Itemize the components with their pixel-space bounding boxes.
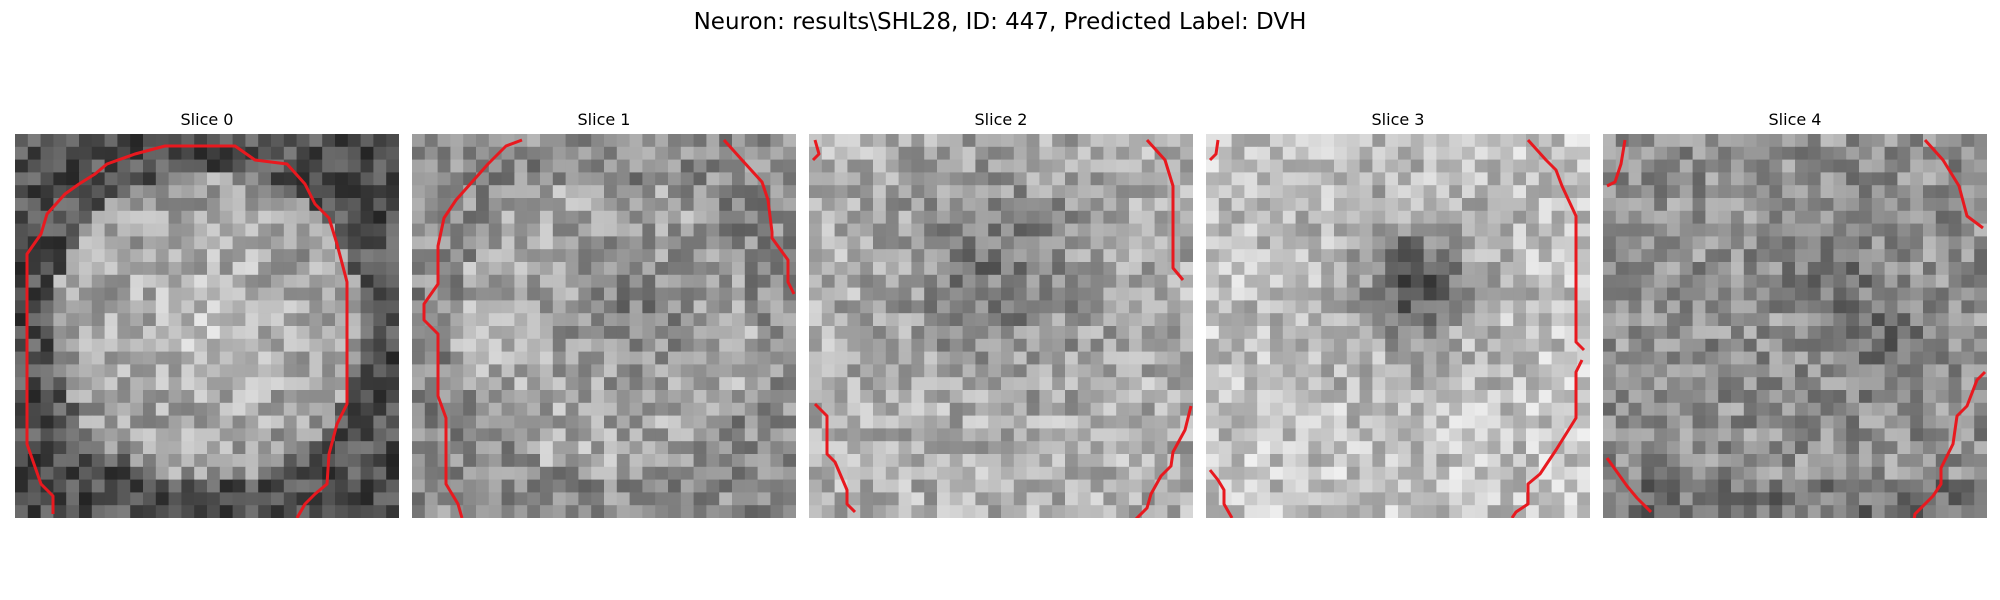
- slice-title: Slice 4: [1768, 110, 1822, 129]
- contour-line: [1510, 359, 1584, 518]
- contour-line: [422, 138, 523, 518]
- slice-title: Slice 2: [974, 110, 1028, 129]
- contour-line: [25, 144, 349, 518]
- pixel-texture: [15, 134, 399, 518]
- slice-image: [15, 134, 399, 518]
- contour-line: [1208, 139, 1220, 162]
- slice-image: [1603, 134, 1987, 518]
- slice-title: Slice 3: [1371, 110, 1425, 129]
- contour-line: [1526, 138, 1586, 352]
- pixel-texture: [412, 134, 796, 518]
- contour-line: [1923, 138, 1984, 230]
- pixel-texture: [809, 134, 1193, 518]
- contour-line: [811, 139, 821, 162]
- contour-line: [1912, 370, 1987, 518]
- contour-line: [1208, 469, 1234, 518]
- contour-line: [1606, 139, 1627, 188]
- contour-line: [722, 138, 796, 295]
- contour-line: [1134, 405, 1193, 518]
- contour-line: [1605, 457, 1653, 514]
- pixel-texture: [1206, 134, 1590, 518]
- slice-title: Slice 1: [577, 110, 631, 129]
- contour-line: [813, 402, 857, 514]
- figure-title: Neuron: results\SHL28, ID: 447, Predicte…: [693, 9, 1307, 35]
- pixel-texture: [1603, 134, 1987, 518]
- contour-line: [1145, 138, 1185, 281]
- slice-image: [412, 134, 796, 518]
- slice-image: [1206, 134, 1590, 518]
- slice-title: Slice 0: [180, 110, 234, 129]
- slice-image: [809, 134, 1193, 518]
